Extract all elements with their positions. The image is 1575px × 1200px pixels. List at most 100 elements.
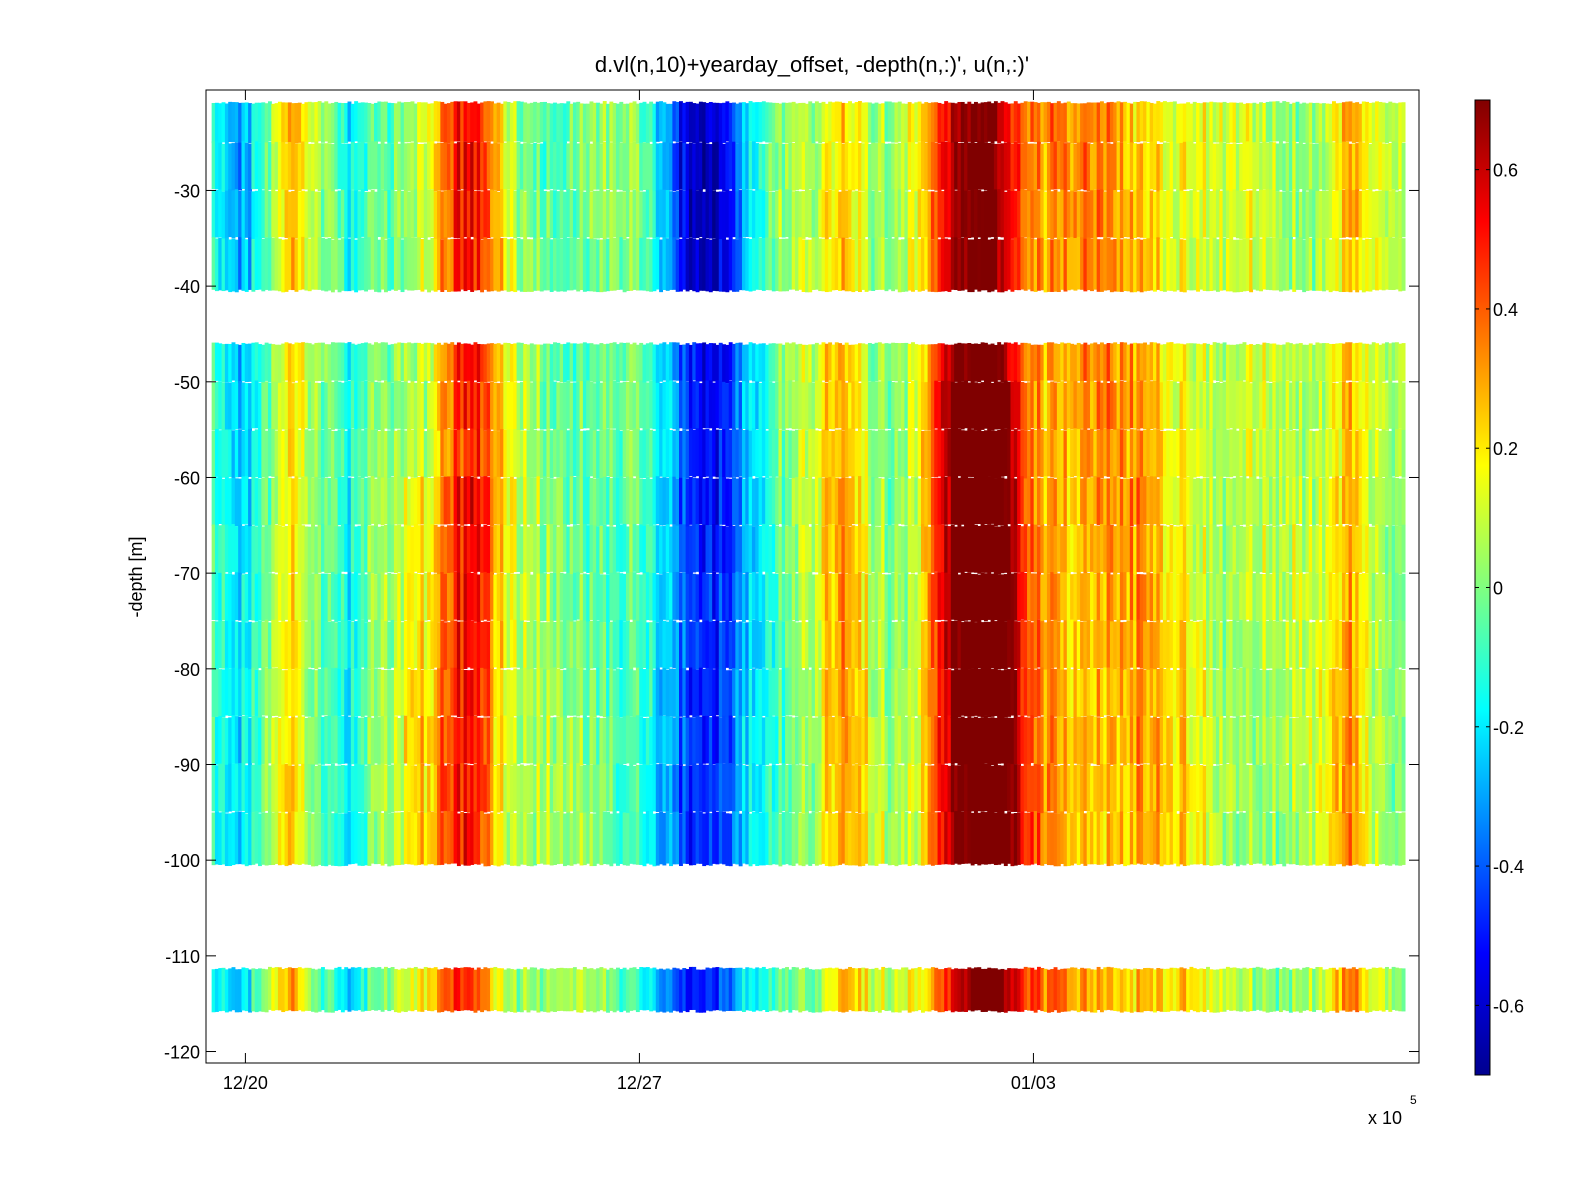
heatmap-cell bbox=[904, 103, 909, 144]
heatmap-cell bbox=[688, 667, 693, 716]
heatmap-cell bbox=[403, 102, 408, 143]
heatmap-cell bbox=[838, 968, 843, 1012]
heatmap-cell bbox=[224, 667, 229, 716]
heatmap-cell bbox=[546, 524, 551, 573]
heatmap-cell bbox=[785, 574, 789, 622]
heatmap-cell bbox=[864, 141, 869, 190]
heatmap-cell bbox=[897, 380, 902, 429]
heatmap-cell bbox=[874, 143, 879, 191]
heatmap-cell bbox=[1206, 238, 1210, 292]
heatmap-cell bbox=[234, 102, 239, 143]
heatmap-cell bbox=[324, 344, 329, 383]
heatmap-cell bbox=[1020, 765, 1025, 814]
heatmap-cell bbox=[523, 430, 528, 479]
heatmap-cell bbox=[765, 381, 770, 430]
heatmap-cell bbox=[533, 812, 538, 866]
heatmap-cell bbox=[917, 381, 922, 430]
heatmap-cell bbox=[1063, 572, 1068, 621]
heatmap-cell bbox=[526, 189, 531, 238]
heatmap-cell bbox=[324, 667, 329, 716]
heatmap-cell bbox=[1179, 239, 1184, 292]
heatmap-cell bbox=[281, 142, 286, 190]
heatmap-cell bbox=[864, 811, 869, 864]
heatmap-cell bbox=[383, 621, 388, 669]
heatmap-cell bbox=[294, 143, 299, 192]
heatmap-cell bbox=[1179, 476, 1184, 525]
heatmap-cell bbox=[881, 966, 886, 1010]
heatmap-cell bbox=[1126, 668, 1131, 716]
heatmap-cell bbox=[987, 189, 992, 238]
heatmap-cell bbox=[1086, 102, 1091, 143]
heatmap-cell bbox=[1010, 573, 1015, 622]
heatmap-cell bbox=[1143, 476, 1147, 525]
heatmap-cell bbox=[635, 667, 640, 716]
heatmap-cell bbox=[430, 524, 435, 573]
heatmap-cell bbox=[811, 763, 816, 812]
heatmap-cell bbox=[1242, 381, 1247, 430]
heatmap-cell bbox=[881, 429, 886, 478]
heatmap-cell bbox=[675, 968, 680, 1012]
heatmap-cell bbox=[887, 101, 892, 142]
heatmap-cell bbox=[649, 668, 654, 717]
heatmap-cell bbox=[480, 476, 485, 525]
heatmap-cell bbox=[1136, 716, 1141, 765]
heatmap-cell bbox=[360, 237, 365, 291]
heatmap-cell bbox=[224, 103, 229, 144]
heatmap-cell bbox=[224, 429, 229, 478]
heatmap-cell bbox=[533, 344, 538, 383]
heatmap-cell bbox=[553, 763, 557, 812]
heatmap-cell bbox=[1066, 428, 1071, 477]
heatmap-cell bbox=[374, 102, 378, 144]
heatmap-cell bbox=[307, 343, 312, 382]
heatmap-cell bbox=[254, 969, 259, 1013]
heatmap-cell bbox=[1003, 717, 1008, 766]
heatmap-cell bbox=[914, 430, 919, 479]
heatmap-cell bbox=[1206, 382, 1210, 431]
heatmap-cell bbox=[755, 524, 760, 573]
heatmap-cell bbox=[264, 572, 269, 620]
heatmap-cell bbox=[307, 764, 312, 812]
heatmap-cell bbox=[1239, 667, 1244, 716]
heatmap-cell bbox=[814, 476, 819, 525]
heatmap-cell bbox=[576, 620, 581, 669]
heatmap-cell bbox=[314, 342, 319, 382]
heatmap-cell bbox=[665, 765, 670, 814]
heatmap-cell bbox=[669, 237, 673, 290]
heatmap-cell bbox=[354, 967, 359, 1011]
heatmap-cell bbox=[1215, 812, 1220, 866]
heatmap-cell bbox=[1133, 812, 1138, 865]
heatmap-cell bbox=[1109, 524, 1114, 573]
heatmap-cell bbox=[808, 669, 813, 718]
heatmap-cell bbox=[881, 525, 886, 573]
heatmap-cell bbox=[1129, 191, 1134, 240]
heatmap-cell bbox=[904, 238, 909, 292]
heatmap-cell bbox=[1046, 763, 1051, 812]
heatmap-cell bbox=[758, 189, 763, 237]
heatmap-cell bbox=[274, 237, 279, 291]
heatmap-cell bbox=[1235, 380, 1240, 429]
heatmap-cell bbox=[1206, 429, 1210, 478]
heatmap-cell bbox=[1209, 344, 1214, 384]
heatmap-cell bbox=[741, 102, 746, 143]
heatmap-cell bbox=[553, 621, 557, 670]
heatmap-cell bbox=[838, 764, 843, 813]
heatmap-cell bbox=[768, 343, 773, 382]
heatmap-cell bbox=[778, 813, 783, 867]
heatmap-cell bbox=[622, 191, 627, 240]
heatmap-cell bbox=[1153, 380, 1157, 429]
heatmap-cell bbox=[808, 763, 813, 811]
heatmap-cell bbox=[964, 343, 968, 382]
heatmap-cell bbox=[844, 103, 849, 144]
heatmap-cell bbox=[267, 668, 272, 717]
heatmap-cell bbox=[1116, 101, 1121, 142]
heatmap-cell bbox=[917, 967, 922, 1011]
heatmap-cell bbox=[218, 620, 223, 669]
heatmap-cell bbox=[1063, 968, 1068, 1012]
heatmap-cell bbox=[244, 968, 249, 1012]
heatmap-cell bbox=[1232, 620, 1237, 668]
heatmap-cell bbox=[874, 717, 879, 766]
heatmap-cell bbox=[645, 343, 650, 382]
heatmap-cell bbox=[267, 238, 272, 291]
heatmap-cell bbox=[1189, 620, 1194, 669]
heatmap-cell bbox=[785, 429, 789, 478]
